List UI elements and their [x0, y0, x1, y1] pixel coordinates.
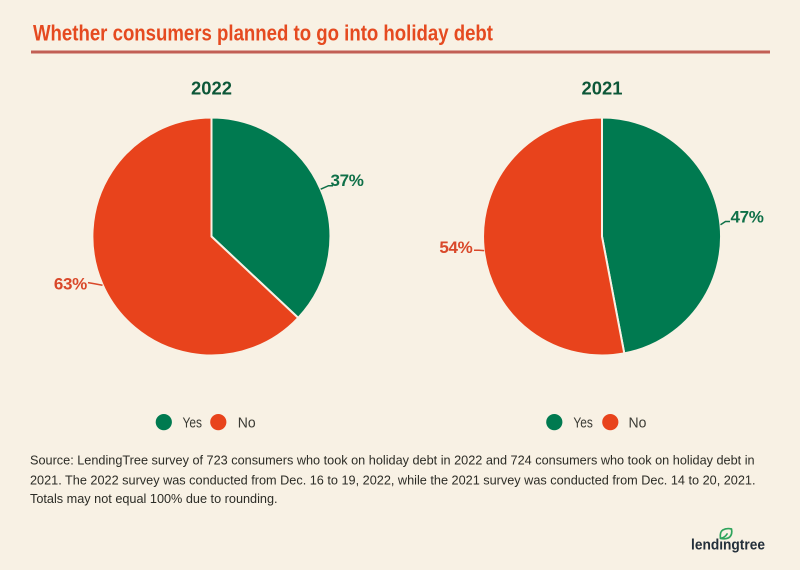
- svg-text:63%: 63%: [54, 275, 87, 294]
- svg-text:2021. The 2022 survey was cond: 2021. The 2022 survey was conducted from…: [30, 474, 756, 488]
- svg-text:lendıngtree: lendıngtree: [691, 537, 765, 554]
- svg-text:No: No: [629, 416, 647, 432]
- svg-text:No: No: [238, 416, 256, 432]
- svg-text:Yes: Yes: [183, 416, 203, 432]
- svg-text:Source: LendingTree survey of: Source: LendingTree survey of 723 consum…: [30, 453, 755, 467]
- svg-text:2021: 2021: [582, 78, 623, 99]
- svg-text:Whether consumers planned to g: Whether consumers planned to go into hol…: [33, 21, 493, 46]
- svg-text:Totals may not equal 100% due: Totals may not equal 100% due to roundin…: [30, 492, 278, 506]
- svg-text:37%: 37%: [331, 171, 364, 190]
- svg-text:47%: 47%: [731, 208, 764, 227]
- svg-text:2022: 2022: [191, 78, 232, 99]
- svg-text:Yes: Yes: [573, 416, 593, 432]
- svg-text:54%: 54%: [439, 238, 472, 257]
